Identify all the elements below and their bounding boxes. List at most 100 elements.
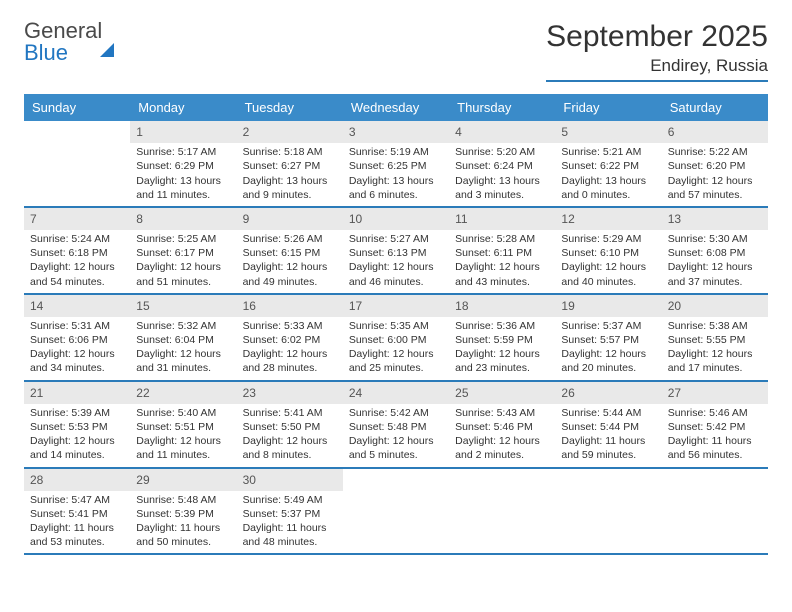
day-info: Sunrise: 5:18 AMSunset: 6:27 PMDaylight:… bbox=[237, 145, 343, 206]
calendar-cell: 4Sunrise: 5:20 AMSunset: 6:24 PMDaylight… bbox=[449, 121, 555, 206]
day-info: Sunrise: 5:30 AMSunset: 6:08 PMDaylight:… bbox=[662, 232, 768, 293]
day-number: 4 bbox=[449, 121, 555, 143]
sunset-text: Sunset: 6:27 PM bbox=[243, 159, 337, 173]
weekday-header: Saturday bbox=[662, 94, 768, 121]
day-info: Sunrise: 5:49 AMSunset: 5:37 PMDaylight:… bbox=[237, 493, 343, 554]
weeks-container: 1Sunrise: 5:17 AMSunset: 6:29 PMDaylight… bbox=[24, 121, 768, 555]
day-number: 24 bbox=[343, 382, 449, 404]
day-info: Sunrise: 5:41 AMSunset: 5:50 PMDaylight:… bbox=[237, 406, 343, 467]
calendar-cell: 6Sunrise: 5:22 AMSunset: 6:20 PMDaylight… bbox=[662, 121, 768, 206]
daylight-text: Daylight: 11 hours and 59 minutes. bbox=[561, 434, 655, 462]
calendar-cell: 19 Sunrise: 5:37 AMSunset: 5:57 PMDayligh… bbox=[555, 295, 661, 380]
sunrise-text: Sunrise: 5:24 AM bbox=[30, 232, 124, 246]
calendar-cell: 13Sunrise: 5:30 AMSunset: 6:08 PMDayligh… bbox=[662, 208, 768, 293]
calendar-cell: 27Sunrise: 5:46 AMSunset: 5:42 PMDayligh… bbox=[662, 382, 768, 467]
daylight-text: Daylight: 12 hours and 23 minutes. bbox=[455, 347, 549, 375]
calendar-cell: 11Sunrise: 5:28 AMSunset: 6:11 PMDayligh… bbox=[449, 208, 555, 293]
day-number: 11 bbox=[449, 208, 555, 230]
day-info: Sunrise: 5:42 AMSunset: 5:48 PMDaylight:… bbox=[343, 406, 449, 467]
sunset-text: Sunset: 5:53 PM bbox=[30, 420, 124, 434]
month-title: September 2025 bbox=[546, 20, 768, 54]
day-info: Sunrise: 5:40 AMSunset: 5:51 PMDaylight:… bbox=[130, 406, 236, 467]
day-number: 6 bbox=[662, 121, 768, 143]
daylight-text: Daylight: 12 hours and 5 minutes. bbox=[349, 434, 443, 462]
daylight-text: Daylight: 12 hours and 51 minutes. bbox=[136, 260, 230, 288]
sunrise-text: Sunrise: 5:39 AM bbox=[30, 406, 124, 420]
day-number: 25 bbox=[449, 382, 555, 404]
day-number: 16 bbox=[237, 295, 343, 317]
sunset-text: Sunset: 5:55 PM bbox=[668, 333, 762, 347]
weekday-header: Monday bbox=[130, 94, 236, 121]
day-number: 26 bbox=[555, 382, 661, 404]
weekday-header: Tuesday bbox=[237, 94, 343, 121]
day-info: Sunrise: 5:46 AMSunset: 5:42 PMDaylight:… bbox=[662, 406, 768, 467]
day-info: Sunrise: 5:29 AMSunset: 6:10 PMDaylight:… bbox=[555, 232, 661, 293]
day-number: 13 bbox=[662, 208, 768, 230]
calendar-cell: 5 Sunrise: 5:21 AMSunset: 6:22 PMDaylight… bbox=[555, 121, 661, 206]
sunset-text: Sunset: 5:39 PM bbox=[136, 507, 230, 521]
daylight-text: Daylight: 12 hours and 43 minutes. bbox=[455, 260, 549, 288]
day-number: 19 bbox=[555, 295, 661, 317]
sunrise-text: Sunrise: 5:49 AM bbox=[243, 493, 337, 507]
day-info: Sunrise: 5:31 AMSunset: 6:06 PMDaylight:… bbox=[24, 319, 130, 380]
daylight-text: Daylight: 12 hours and 25 minutes. bbox=[349, 347, 443, 375]
calendar-week-row: 7Sunrise: 5:24 AMSunset: 6:18 PMDaylight… bbox=[24, 208, 768, 295]
sunrise-text: Sunrise: 5:22 AM bbox=[668, 145, 762, 159]
weekday-header: Friday bbox=[555, 94, 661, 121]
triangle-icon bbox=[100, 18, 114, 57]
calendar-cell: 30Sunrise: 5:49 AMSunset: 5:37 PMDayligh… bbox=[237, 469, 343, 554]
sunrise-text: Sunrise: 5:37 AM bbox=[561, 319, 655, 333]
calendar-cell: 28Sunrise: 5:47 AMSunset: 5:41 PMDayligh… bbox=[24, 469, 130, 554]
day-info: Sunrise: 5:27 AMSunset: 6:13 PMDaylight:… bbox=[343, 232, 449, 293]
daylight-text: Daylight: 12 hours and 17 minutes. bbox=[668, 347, 762, 375]
sunset-text: Sunset: 6:24 PM bbox=[455, 159, 549, 173]
sunrise-text: Sunrise: 5:42 AM bbox=[349, 406, 443, 420]
day-info: Sunrise: 5:44 AMSunset: 5:44 PMDaylight:… bbox=[555, 406, 661, 467]
sunset-text: Sunset: 5:48 PM bbox=[349, 420, 443, 434]
day-number: 5 bbox=[555, 121, 661, 143]
sunrise-text: Sunrise: 5:41 AM bbox=[243, 406, 337, 420]
daylight-text: Daylight: 13 hours and 9 minutes. bbox=[243, 174, 337, 202]
daylight-text: Daylight: 13 hours and 3 minutes. bbox=[455, 174, 549, 202]
sunrise-text: Sunrise: 5:20 AM bbox=[455, 145, 549, 159]
calendar-week-row: 28Sunrise: 5:47 AMSunset: 5:41 PMDayligh… bbox=[24, 469, 768, 556]
sunrise-text: Sunrise: 5:28 AM bbox=[455, 232, 549, 246]
sunset-text: Sunset: 6:15 PM bbox=[243, 246, 337, 260]
location-label: Endirey, Russia bbox=[546, 56, 768, 82]
sunrise-text: Sunrise: 5:36 AM bbox=[455, 319, 549, 333]
sunset-text: Sunset: 6:06 PM bbox=[30, 333, 124, 347]
sunset-text: Sunset: 6:25 PM bbox=[349, 159, 443, 173]
day-info: Sunrise: 5:38 AMSunset: 5:55 PMDaylight:… bbox=[662, 319, 768, 380]
day-info: Sunrise: 5:36 AMSunset: 5:59 PMDaylight:… bbox=[449, 319, 555, 380]
calendar-cell: 21Sunrise: 5:39 AMSunset: 5:53 PMDayligh… bbox=[24, 382, 130, 467]
sunset-text: Sunset: 6:17 PM bbox=[136, 246, 230, 260]
day-info: Sunrise: 5:20 AMSunset: 6:24 PMDaylight:… bbox=[449, 145, 555, 206]
day-number: 12 bbox=[555, 208, 661, 230]
day-number: 1 bbox=[130, 121, 236, 143]
brand-logo: General Blue bbox=[24, 20, 114, 64]
calendar-cell: 26Sunrise: 5:44 AMSunset: 5:44 PMDayligh… bbox=[555, 382, 661, 467]
sunrise-text: Sunrise: 5:35 AM bbox=[349, 319, 443, 333]
daylight-text: Daylight: 12 hours and 34 minutes. bbox=[30, 347, 124, 375]
daylight-text: Daylight: 12 hours and 20 minutes. bbox=[561, 347, 655, 375]
calendar-cell: 8Sunrise: 5:25 AMSunset: 6:17 PMDaylight… bbox=[130, 208, 236, 293]
calendar-cell: 12Sunrise: 5:29 AMSunset: 6:10 PMDayligh… bbox=[555, 208, 661, 293]
daylight-text: Daylight: 12 hours and 28 minutes. bbox=[243, 347, 337, 375]
day-number: 23 bbox=[237, 382, 343, 404]
daylight-text: Daylight: 11 hours and 53 minutes. bbox=[30, 521, 124, 549]
sunrise-text: Sunrise: 5:30 AM bbox=[668, 232, 762, 246]
daylight-text: Daylight: 13 hours and 11 minutes. bbox=[136, 174, 230, 202]
sunrise-text: Sunrise: 5:21 AM bbox=[561, 145, 655, 159]
sunset-text: Sunset: 6:29 PM bbox=[136, 159, 230, 173]
sunset-text: Sunset: 5:41 PM bbox=[30, 507, 124, 521]
day-info: Sunrise: 5:32 AMSunset: 6:04 PMDaylight:… bbox=[130, 319, 236, 380]
calendar-week-row: 14Sunrise: 5:31 AMSunset: 6:06 PMDayligh… bbox=[24, 295, 768, 382]
day-number: 7 bbox=[24, 208, 130, 230]
daylight-text: Daylight: 12 hours and 40 minutes. bbox=[561, 260, 655, 288]
sunset-text: Sunset: 6:22 PM bbox=[561, 159, 655, 173]
daylight-text: Daylight: 13 hours and 0 minutes. bbox=[561, 174, 655, 202]
sunset-text: Sunset: 5:57 PM bbox=[561, 333, 655, 347]
calendar-cell bbox=[662, 469, 768, 554]
daylight-text: Daylight: 12 hours and 11 minutes. bbox=[136, 434, 230, 462]
daylight-text: Daylight: 12 hours and 46 minutes. bbox=[349, 260, 443, 288]
